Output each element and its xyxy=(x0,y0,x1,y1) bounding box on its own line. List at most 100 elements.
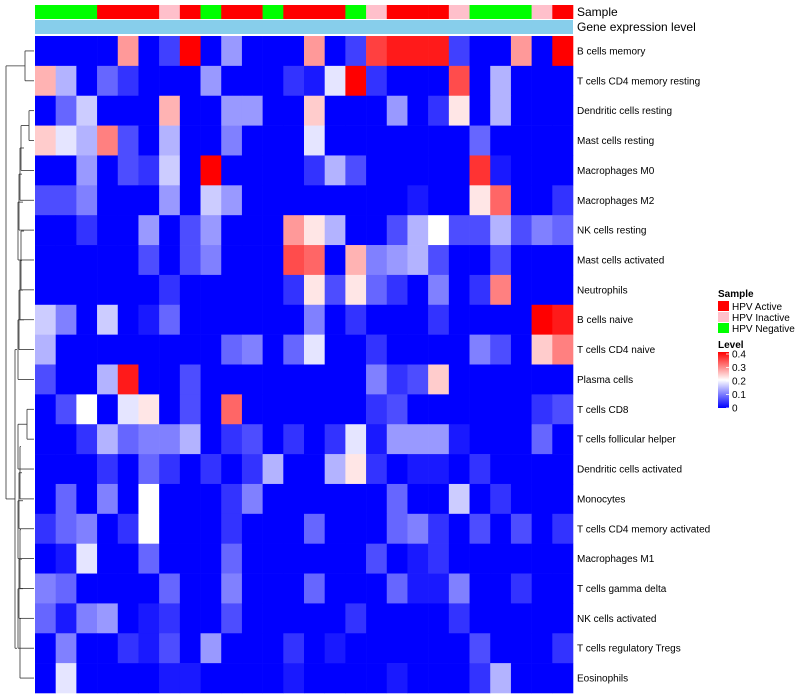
heatmap-cell xyxy=(76,65,98,97)
heatmap-cell xyxy=(159,274,181,306)
heatmap-cell xyxy=(200,215,222,246)
heatmap-cell xyxy=(55,95,77,126)
heatmap-cell xyxy=(490,424,512,455)
row-label: Dendritic cells resting xyxy=(577,106,672,117)
sample-annotation-cell xyxy=(76,5,98,19)
heatmap-cell xyxy=(159,185,181,216)
heatmap-cell xyxy=(179,543,201,574)
heatmap-cell xyxy=(97,245,119,276)
sample-annotation-cell xyxy=(345,5,367,19)
heatmap-cell xyxy=(324,454,346,485)
heatmap-cell xyxy=(200,65,222,97)
heatmap-cell xyxy=(531,155,553,186)
heatmap-cell xyxy=(345,274,367,306)
sample-annotation-cell xyxy=(510,5,532,19)
heatmap-cell xyxy=(241,334,263,365)
heatmap-cell xyxy=(552,573,574,604)
heatmap-cell xyxy=(490,65,512,97)
heatmap-cell xyxy=(469,215,491,246)
heatmap-cell xyxy=(55,245,77,276)
heatmap-cell xyxy=(200,125,222,156)
heatmap-cell xyxy=(55,155,77,186)
heatmap-cell xyxy=(55,513,77,544)
heatmap-cell xyxy=(262,155,284,186)
heatmap-cell xyxy=(283,603,305,634)
heatmap-cell xyxy=(262,364,284,395)
heatmap-cell xyxy=(469,125,491,156)
expression-annotation-label: Gene expression level xyxy=(577,20,696,34)
heatmap-cell xyxy=(200,274,222,306)
heatmap-cell xyxy=(366,65,388,97)
heatmap-cell xyxy=(552,483,574,515)
heatmap-cell xyxy=(469,633,491,664)
row-label: T cells CD4 memory activated xyxy=(577,524,710,535)
heatmap-cell xyxy=(221,155,243,186)
heatmap-cell xyxy=(138,633,160,664)
heatmap-cell xyxy=(324,95,346,126)
heatmap-cell xyxy=(428,36,450,67)
heatmap-cell xyxy=(55,185,77,216)
heatmap-cell xyxy=(324,65,346,97)
heatmap-cell xyxy=(366,573,388,604)
heatmap-cell xyxy=(262,573,284,604)
heatmap-cell xyxy=(262,274,284,306)
heatmap-cell xyxy=(428,334,450,365)
heatmap-cell xyxy=(469,483,491,515)
heatmap-cell xyxy=(179,36,201,67)
heatmap-cell xyxy=(304,513,325,544)
heatmap-cell xyxy=(510,36,532,67)
heatmap-cell xyxy=(510,304,532,335)
sample-annotation-cell xyxy=(221,5,243,19)
heatmap-cell xyxy=(531,633,553,664)
heatmap-cell xyxy=(490,274,512,306)
heatmap-cell xyxy=(407,543,429,574)
heatmap-cell xyxy=(469,95,491,126)
heatmap-cell xyxy=(345,633,367,664)
heatmap-cell xyxy=(345,543,367,574)
heatmap-cell xyxy=(469,334,491,365)
heatmap-cell xyxy=(366,454,388,485)
heatmap-cell xyxy=(262,663,284,694)
heatmap-cell xyxy=(386,215,408,246)
heatmap-cell xyxy=(221,304,243,335)
heatmap-cell xyxy=(55,364,77,395)
heatmap-cell xyxy=(345,334,367,365)
heatmap-cell xyxy=(97,185,119,216)
heatmap-cell xyxy=(221,215,243,246)
heatmap-cell xyxy=(97,424,119,455)
heatmap-cell xyxy=(200,334,222,365)
heatmap-cell xyxy=(386,543,408,574)
heatmap-cell xyxy=(35,513,56,544)
heatmap-cell xyxy=(324,603,346,634)
heatmap-cell xyxy=(76,483,98,515)
heatmap-cell xyxy=(138,304,160,335)
heatmap-cell xyxy=(469,394,491,425)
heatmap-cell xyxy=(262,513,284,544)
heatmap-cell xyxy=(117,454,139,485)
heatmap-cell xyxy=(428,633,450,664)
row-label: B cells memory xyxy=(577,46,645,57)
heatmap-cell xyxy=(366,155,388,186)
expression-annotation-bar xyxy=(35,20,573,34)
sample-annotation-cell xyxy=(97,5,119,19)
sample-legend-label: HPV Inactive xyxy=(732,313,790,324)
heatmap-cell xyxy=(117,424,139,455)
heatmap-cell xyxy=(283,663,305,694)
heatmap-cell xyxy=(304,633,325,664)
heatmap-cell xyxy=(200,513,222,544)
heatmap-cell xyxy=(386,483,408,515)
heatmap-cell xyxy=(221,394,243,425)
heatmap-cell xyxy=(76,274,98,306)
heatmap-cell xyxy=(345,663,367,694)
heatmap-cell xyxy=(76,454,98,485)
heatmap-cell xyxy=(366,245,388,276)
heatmap-cell xyxy=(366,185,388,216)
heatmap-cell xyxy=(324,125,346,156)
heatmap-cell xyxy=(448,304,470,335)
heatmap-cell xyxy=(428,125,450,156)
heatmap-cell xyxy=(366,364,388,395)
heatmap-cell xyxy=(428,513,450,544)
heatmap-cell xyxy=(76,155,98,186)
heatmap-cell xyxy=(97,454,119,485)
heatmap-cell xyxy=(490,573,512,604)
